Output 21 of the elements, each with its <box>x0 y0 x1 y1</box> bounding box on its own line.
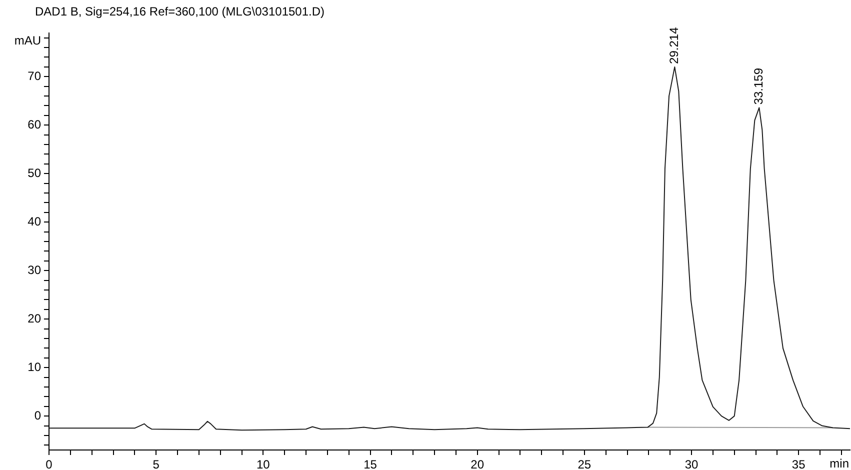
x-tick-label: 15 <box>364 458 378 470</box>
x-axis-title: min <box>830 456 849 470</box>
y-tick-label: 50 <box>28 166 42 180</box>
y-tick-label: 10 <box>28 360 42 374</box>
chart-title: DAD1 B, Sig=254,16 Ref=360,100 (MLG\03101501.D) <box>35 4 325 18</box>
y-tick-label: 30 <box>28 262 42 277</box>
x-tick-label: 30 <box>684 458 699 470</box>
annotation: 33.159 <box>751 68 766 105</box>
y-tick-label: 40 <box>28 214 42 228</box>
x-tick-label: 5 <box>152 458 160 470</box>
x-tick-label: 0 <box>46 458 53 470</box>
x-tick-label: 10 <box>256 458 270 470</box>
annotation: 29.214 <box>666 26 681 64</box>
x-tick-label: 20 <box>470 458 484 470</box>
x-tick-label: 35 <box>792 458 806 470</box>
y-tick-label: 0 <box>34 408 42 422</box>
y-tick-label: 20 <box>28 311 42 326</box>
y-axis-title: mAU <box>14 33 41 48</box>
y-tick-label: 70 <box>28 68 42 83</box>
y-tick-label: 60 <box>28 117 42 132</box>
x-tick-label: 25 <box>578 458 592 470</box>
